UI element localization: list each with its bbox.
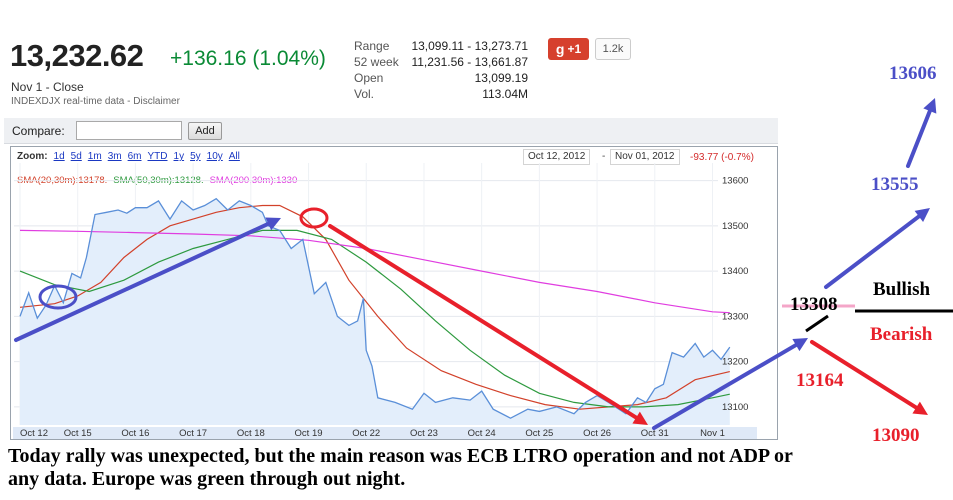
zoom-5y[interactable]: 5y: [190, 151, 201, 162]
stat-label: Vol.: [354, 87, 375, 101]
x-tick-label: Oct 31: [641, 428, 669, 439]
range-start-field[interactable]: Oct 12, 2012: [523, 149, 591, 165]
x-tick-label: Oct 24: [468, 428, 496, 439]
y-tick-label: 13600: [722, 176, 748, 187]
bullish-label: Bullish: [873, 279, 930, 300]
uptrend-arrow-shaft: [14, 221, 271, 342]
bear-target-2-label: 13090: [872, 425, 920, 446]
sma-line-sma5030m: [19, 229, 730, 408]
price-change: +136.16 (1.04%): [170, 47, 326, 70]
x-tick-label: Oct 25: [525, 428, 553, 439]
sma-line-sma20030m: [19, 229, 730, 314]
bull-target-2-label: 13606: [889, 63, 937, 84]
zoom-1d[interactable]: 1d: [53, 151, 65, 162]
x-tick-label: Oct 23: [410, 428, 438, 439]
zoom-all[interactable]: All: [228, 151, 240, 162]
recovery-arrow-shaft: [652, 343, 798, 430]
stat-label: Range: [354, 39, 390, 53]
commentary-caption: Today rally was unexpected, but the main…: [8, 445, 793, 490]
bear-target-1-label: 13164: [796, 370, 844, 391]
zoom-1m[interactable]: 1m: [87, 151, 102, 162]
google-plus-icon: g: [555, 41, 565, 57]
x-tick-label: Nov 1: [700, 428, 725, 439]
x-tick-label: Oct 12: [20, 428, 48, 439]
low-circle-marker: [38, 284, 78, 310]
range-end-field[interactable]: Nov 01, 2012: [610, 149, 680, 165]
bull-arrow-2-shaft: [906, 109, 932, 168]
top-circle-marker: [299, 207, 329, 229]
bull-target-1-label: 13555: [871, 174, 919, 195]
zoom-5d[interactable]: 5d: [70, 151, 82, 162]
range-change: -93.77 (-0.7%): [690, 152, 754, 163]
x-axis-band: [13, 427, 757, 439]
stat-value: 13,099.19: [474, 71, 528, 85]
session-label: Nov 1 - Close: [11, 80, 84, 94]
stat-row-range: Range 13,099.11 - 13,273.71: [354, 38, 528, 54]
sma-line-sma2030m: [19, 204, 730, 410]
y-tick-label: 13200: [722, 357, 748, 368]
stats-table: Range 13,099.11 - 13,273.71 52 week 11,231…: [354, 38, 528, 102]
range-separator: -: [602, 151, 606, 162]
zoom-ytd[interactable]: YTD: [147, 151, 168, 162]
compare-input[interactable]: [76, 121, 182, 140]
add-compare-button[interactable]: Add: [188, 122, 222, 140]
x-tick-label: Oct 16: [121, 428, 149, 439]
downtrend-arrow-shaft: [328, 224, 639, 420]
data-source-disclaimer[interactable]: INDEXDJX real-time data - Disclaimer: [11, 96, 180, 107]
compare-label: Compare:: [12, 124, 65, 138]
downtrend-arrow-head: [632, 411, 648, 425]
x-axis-ticks: Oct 12 Oct 15 Oct 16 Oct 17 Oct 18 Oct 19 Oct …: [13, 427, 757, 439]
stat-label: 52 week: [354, 55, 399, 69]
zoom-3m[interactable]: 3m: [107, 151, 122, 162]
stat-row-52week: 52 week 11,231.56 - 13,661.87: [354, 54, 528, 70]
annotation-layer: 13308 Bullish Bearish 13555 13606 13164 13090: [14, 63, 953, 446]
bull-arrow-2-head: [923, 98, 937, 114]
recovery-arrow-head: [792, 338, 808, 352]
stat-row-open: Open 13,099.19: [354, 70, 528, 86]
x-tick-label: Oct 18: [237, 428, 265, 439]
plus-one-label: +1: [567, 42, 582, 56]
y-tick-label: 13300: [722, 311, 748, 322]
zoom-toolbar: Zoom: 1d 5d 1m 3m 6m YTD 1y 5y 10y All: [17, 151, 240, 162]
x-tick-label: Oct 15: [64, 428, 92, 439]
stat-value: 11,231.56 - 13,661.87: [411, 55, 528, 69]
sma-lines: [19, 204, 730, 410]
y-tick-label: 13500: [722, 221, 748, 232]
pivot-link: [805, 314, 829, 333]
y-tick-label: 13100: [722, 402, 748, 413]
x-tick-label: Oct 19: [295, 428, 323, 439]
pivot-label: 13308: [790, 294, 838, 315]
bearish-label: Bearish: [870, 324, 933, 345]
stat-value: 113.04M: [482, 87, 528, 101]
zoom-1y[interactable]: 1y: [173, 151, 185, 162]
zoom-6m[interactable]: 6m: [127, 151, 142, 162]
bull-arrow-1-head: [914, 208, 930, 223]
zoom-label: Zoom:: [17, 151, 48, 162]
compare-bar: Compare: Add: [4, 118, 778, 144]
x-tick-label: Oct 26: [583, 428, 611, 439]
plus-one-count: 1.2k: [595, 38, 631, 60]
bear-arrow-shaft: [810, 340, 919, 410]
x-tick-label: Oct 22: [352, 428, 380, 439]
bull-arrow-1-shaft: [824, 214, 921, 289]
stat-label: Open: [354, 71, 384, 85]
price-value: 13,232.62: [10, 38, 144, 73]
stat-row-volume: Vol. 113.04M: [354, 86, 528, 102]
x-tick-label: Oct 17: [179, 428, 207, 439]
google-plus-button[interactable]: g +1: [548, 38, 589, 60]
zoom-10y[interactable]: 10y: [206, 151, 223, 162]
y-axis-ticks: 13100 13200 13300 13400 13500 13600: [722, 176, 748, 413]
uptrend-arrow-head: [265, 217, 281, 231]
bear-arrow-head: [912, 401, 928, 415]
y-tick-label: 13400: [722, 266, 748, 277]
stat-value: 13,099.11 - 13,273.71: [411, 39, 528, 53]
